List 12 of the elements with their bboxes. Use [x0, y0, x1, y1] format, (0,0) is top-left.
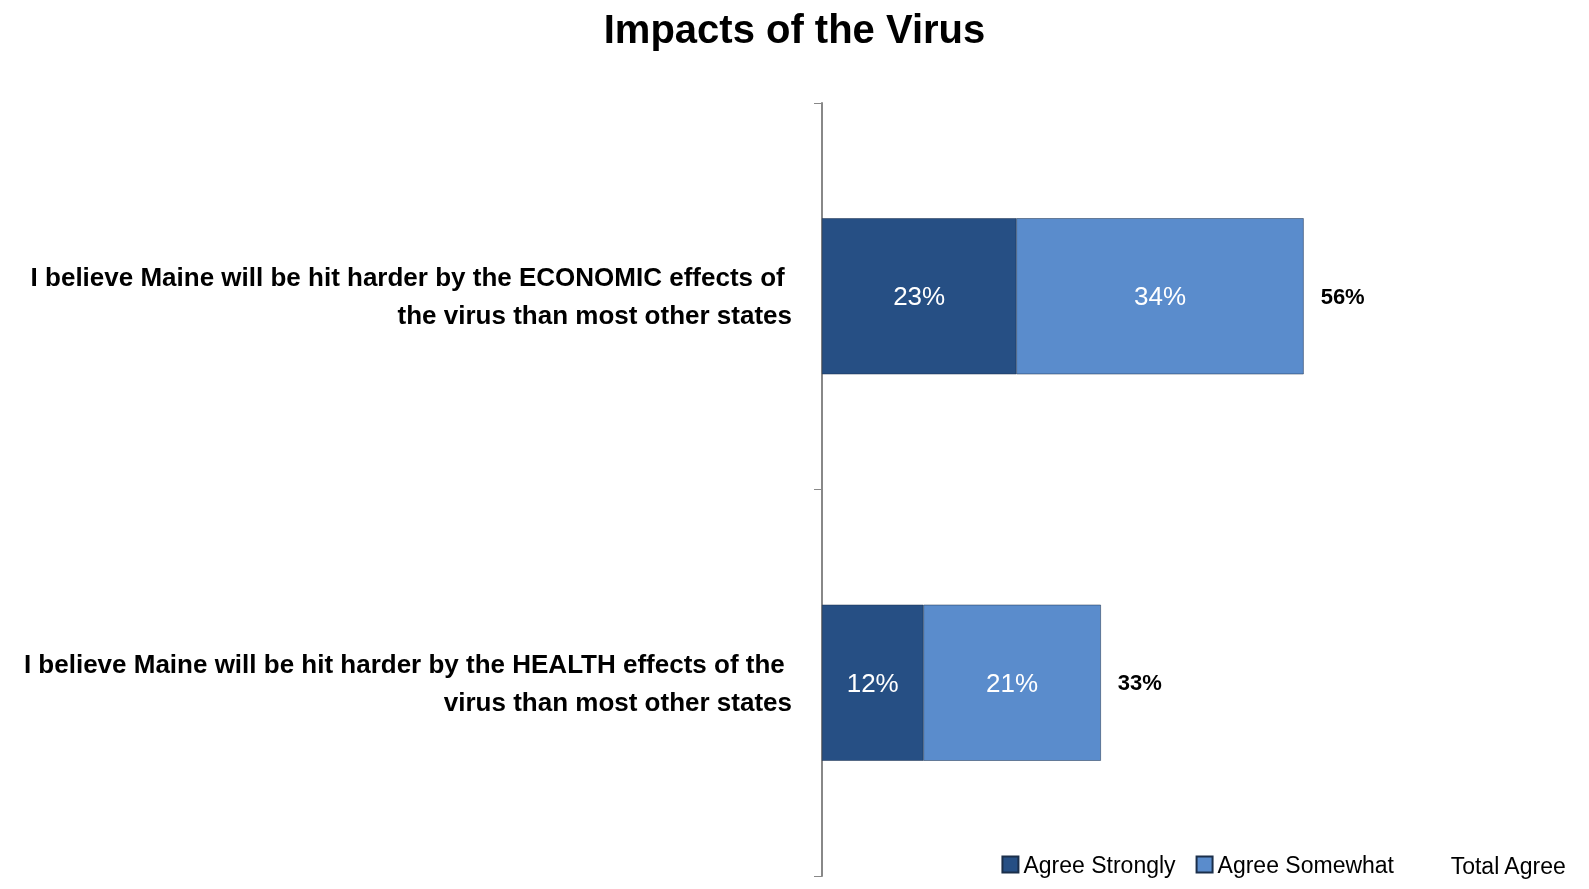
- data-label: 23%: [893, 281, 946, 312]
- data-label: 21%: [986, 667, 1039, 698]
- data-label: 34%: [1133, 281, 1187, 312]
- data-label: 12%: [846, 667, 899, 698]
- chart-title: Impacts of the Virus: [603, 7, 986, 51]
- y-tick-label: I believe Maine will be hit harder by the HEALTH effects of the virus than most other states: [23, 648, 792, 717]
- legend-label: Agree Strongly: [1023, 851, 1177, 878]
- total-label: 33%: [1117, 670, 1162, 696]
- text: Total Agree: [1450, 852, 1566, 879]
- total-label: 56%: [1320, 283, 1365, 309]
- y-tick-label: I believe Maine will be hit harder by the ECONOMIC effects of the virus than most other states: [30, 262, 792, 331]
- legend-label: Agree Somewhat: [1217, 851, 1395, 878]
